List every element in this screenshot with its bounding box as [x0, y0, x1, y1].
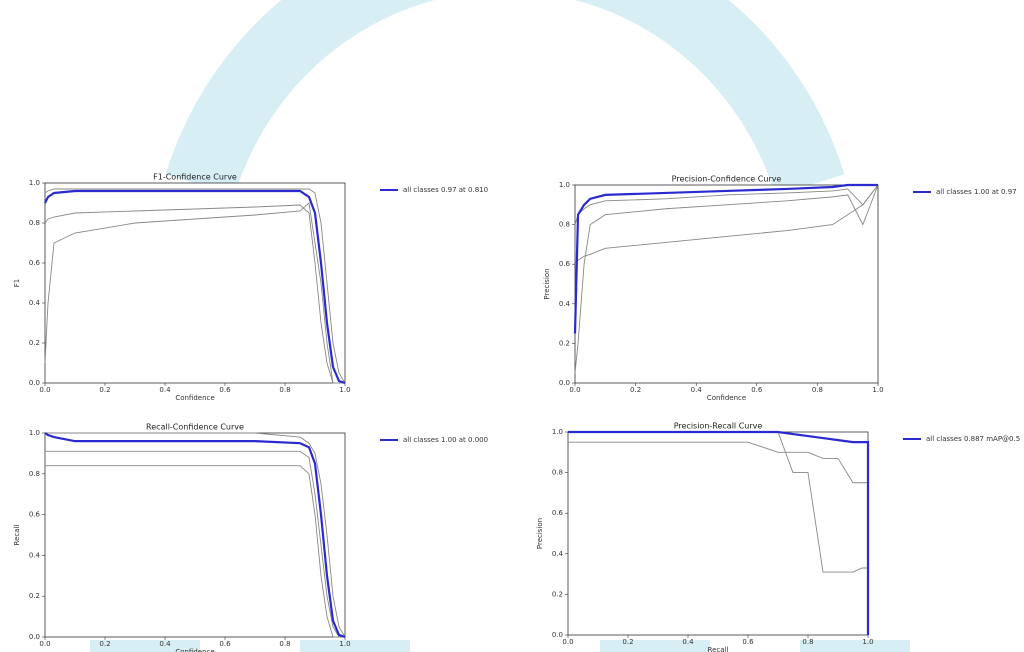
y-tick-label: 0.2	[552, 590, 563, 598]
x-tick-label: 0.0	[39, 640, 50, 648]
x-tick-label: 0.8	[279, 640, 290, 648]
y-axis-label: Recall	[13, 525, 21, 546]
x-tick-label: 0.6	[219, 386, 231, 394]
legend-label: all classes 1.00 at 0.000	[403, 436, 488, 444]
x-tick-label: 0.6	[219, 640, 231, 648]
x-tick-label: 1.0	[339, 640, 350, 648]
x-tick-label: 0.2	[99, 640, 110, 648]
y-tick-label: 0.6	[29, 511, 41, 519]
x-tick-label: 0.0	[562, 638, 573, 646]
y-tick-label: 0.8	[29, 470, 40, 478]
legend-label: all classes 0.887 mAP@0.5	[926, 435, 1020, 443]
x-axis-label: Confidence	[175, 648, 214, 652]
y-tick-label: 1.0	[29, 179, 40, 187]
x-tick-label: 0.2	[630, 386, 641, 394]
watermark-stripe	[300, 640, 410, 652]
x-tick-label: 0.8	[279, 386, 290, 394]
y-tick-label: 0.0	[29, 633, 40, 641]
x-axis-label: Confidence	[707, 394, 746, 402]
x-tick-label: 0.4	[159, 386, 171, 394]
y-tick-label: 0.4	[29, 299, 41, 307]
x-tick-label: 0.4	[691, 386, 703, 394]
x-tick-label: 0.6	[742, 638, 754, 646]
plot-frame	[45, 433, 345, 637]
chart-title: Recall-Confidence Curve	[146, 423, 244, 432]
x-tick-label: 0.0	[39, 386, 50, 394]
page: F1-Confidence Curve Confidence F1 0.0 0.2 0.4…	[0, 0, 1024, 652]
y-tick-label: 0.8	[29, 219, 40, 227]
y-tick-label: 0.4	[29, 551, 41, 559]
y-tick-label: 1.0	[559, 181, 570, 189]
x-tick-label: 0.0	[569, 386, 580, 394]
legend-label: all classes 0.97 at 0.810	[403, 186, 488, 194]
y-tick-label: 0.0	[29, 379, 40, 387]
y-tick-label: 1.0	[552, 428, 563, 436]
plot-frame	[45, 183, 345, 383]
x-tick-label: 1.0	[872, 386, 883, 394]
y-axis-label: Precision	[536, 518, 544, 549]
y-tick-label: 0.2	[29, 339, 40, 347]
plot-frame	[568, 432, 868, 635]
plot-frame	[575, 185, 878, 383]
y-tick-label: 0.4	[552, 550, 564, 558]
y-tick-label: 0.8	[552, 469, 563, 477]
x-tick-label: 0.2	[622, 638, 633, 646]
y-tick-label: 0.2	[559, 339, 570, 347]
legend-label: all classes 1.00 at 0.97	[936, 188, 1017, 196]
x-tick-label: 0.8	[812, 386, 823, 394]
chart-title: Precision-Recall Curve	[674, 422, 763, 431]
y-tick-label: 0.6	[29, 259, 41, 267]
x-tick-label: 0.8	[802, 638, 813, 646]
x-tick-label: 0.4	[682, 638, 694, 646]
y-tick-label: 0.4	[559, 300, 571, 308]
x-tick-label: 0.4	[159, 640, 171, 648]
chart-title: Precision-Confidence Curve	[672, 175, 782, 184]
y-tick-label: 0.2	[29, 592, 40, 600]
chart-title: F1-Confidence Curve	[153, 173, 237, 182]
y-tick-label: 1.0	[29, 429, 40, 437]
x-axis-label: Confidence	[175, 394, 214, 402]
y-axis-label: Precision	[543, 268, 551, 299]
x-axis-label: Recall	[708, 646, 729, 652]
y-tick-label: 0.8	[559, 221, 570, 229]
watermark-arc	[200, 0, 810, 185]
y-tick-label: 0.6	[552, 509, 564, 517]
x-tick-label: 0.6	[751, 386, 763, 394]
x-tick-label: 0.2	[99, 386, 110, 394]
y-tick-label: 0.0	[552, 631, 563, 639]
y-tick-label: 0.0	[559, 379, 570, 387]
watermark-stripe	[800, 640, 910, 652]
y-axis-label: F1	[13, 279, 21, 287]
x-tick-label: 1.0	[862, 638, 873, 646]
y-tick-label: 0.6	[559, 260, 571, 268]
x-tick-label: 1.0	[339, 386, 350, 394]
